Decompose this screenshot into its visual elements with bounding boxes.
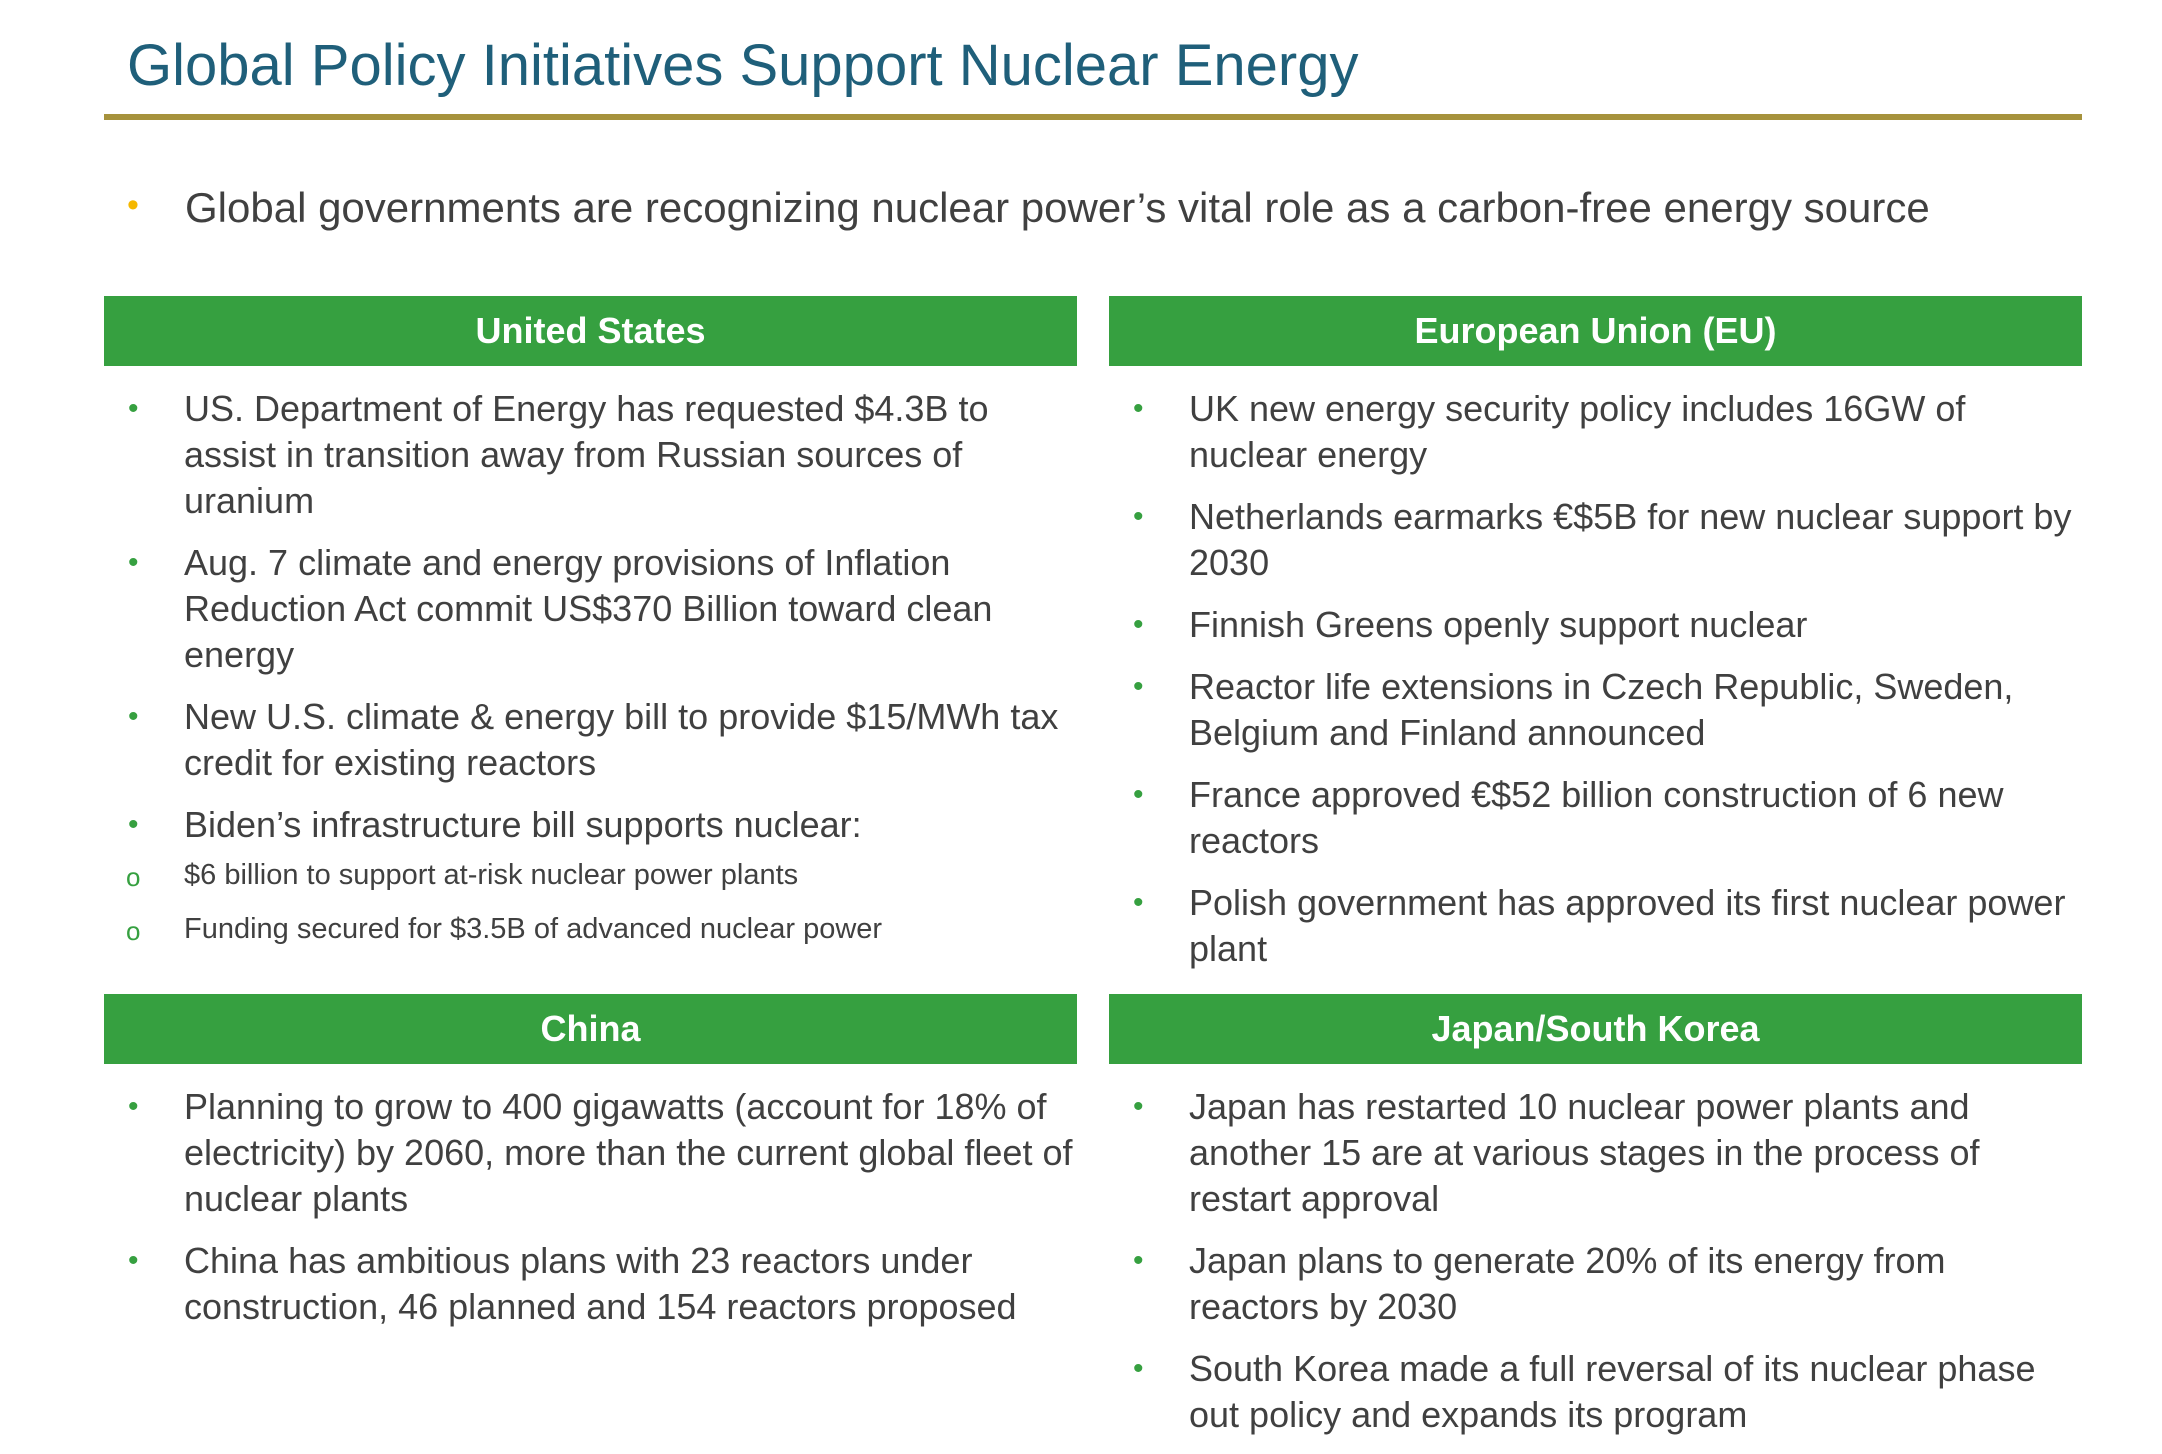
intro-bullet-marker: • bbox=[127, 186, 139, 224]
list-item: • China has ambitious plans with 23 react… bbox=[104, 1238, 1077, 1330]
sub-list-item-text: $6 billion to support at-risk nuclear po… bbox=[184, 859, 799, 891]
list-item-text: New U.S. climate & energy bill to provid… bbox=[184, 696, 1059, 783]
list-item-text: South Korea made a full reversal of its … bbox=[1189, 1348, 2036, 1435]
list-item-text: Netherlands earmarks €$5B for new nuclea… bbox=[1189, 496, 2072, 583]
bullet-marker: • bbox=[1133, 500, 1144, 533]
panel-header-united-states: United States bbox=[104, 296, 1077, 366]
page-title: Global Policy Initiatives Support Nuclea… bbox=[127, 33, 1359, 98]
panel-united-states: United States • US. Department of Energy … bbox=[104, 296, 1077, 964]
list-item: • Japan plans to generate 20% of its ener… bbox=[1109, 1238, 2082, 1330]
list-item: • Biden’s infrastructure bill supports nu… bbox=[104, 802, 1077, 948]
bullet-marker: • bbox=[1133, 670, 1144, 703]
list-item-text: Japan has restarted 10 nuclear power pla… bbox=[1189, 1086, 1980, 1219]
list-item: • Netherlands earmarks €$5B for new nucle… bbox=[1109, 494, 2082, 586]
list-item-text: China has ambitious plans with 23 reacto… bbox=[184, 1240, 1017, 1327]
panel-header-european-union: European Union (EU) bbox=[1109, 296, 2082, 366]
list-item-text: Reactor life extensions in Czech Republi… bbox=[1189, 666, 2014, 753]
panel-european-union: European Union (EU) • UK new energy secur… bbox=[1109, 296, 2082, 988]
list-item: • Planning to grow to 400 gigawatts (acco… bbox=[104, 1084, 1077, 1222]
list-item: • South Korea made a full reversal of its… bbox=[1109, 1346, 2082, 1438]
list-item: • Polish government has approved its firs… bbox=[1109, 880, 2082, 972]
list-item-text: Planning to grow to 400 gigawatts (accou… bbox=[184, 1086, 1073, 1219]
title-divider bbox=[104, 114, 2082, 120]
list-item: • US. Department of Energy has requested … bbox=[104, 386, 1077, 524]
list-item: • New U.S. climate & energy bill to provi… bbox=[104, 694, 1077, 786]
japan-korea-list: • Japan has restarted 10 nuclear power pl… bbox=[1109, 1084, 2082, 1438]
bullet-marker: • bbox=[128, 808, 139, 841]
list-item-text: UK new energy security policy includes 1… bbox=[1189, 388, 1966, 475]
bullet-marker: • bbox=[128, 546, 139, 579]
list-item-text: Finnish Greens openly support nuclear bbox=[1189, 604, 1808, 645]
china-list: • Planning to grow to 400 gigawatts (acco… bbox=[104, 1084, 1077, 1330]
intro-text: Global governments are recognizing nucle… bbox=[185, 184, 1930, 231]
list-item: • Finnish Greens openly support nuclear bbox=[1109, 602, 2082, 648]
us-list: • US. Department of Energy has requested … bbox=[104, 386, 1077, 948]
list-item-text: France approved €$52 billion constructio… bbox=[1189, 774, 2004, 861]
list-item-text: Polish government has approved its first… bbox=[1189, 882, 2066, 969]
bullet-marker: • bbox=[1133, 392, 1144, 425]
list-item-text: Japan plans to generate 20% of its energ… bbox=[1189, 1240, 1946, 1327]
sub-bullet-marker: o bbox=[126, 862, 141, 892]
bullet-marker: • bbox=[1133, 608, 1144, 641]
bullet-marker: • bbox=[128, 392, 139, 425]
bullet-marker: • bbox=[1133, 1244, 1144, 1277]
panel-header-china: China bbox=[104, 994, 1077, 1064]
list-item: • Aug. 7 climate and energy provisions of… bbox=[104, 540, 1077, 678]
bullet-marker: • bbox=[1133, 886, 1144, 919]
sub-bullet-marker: o bbox=[126, 916, 141, 946]
list-item: • Reactor life extensions in Czech Republ… bbox=[1109, 664, 2082, 756]
panel-china: China • Planning to grow to 400 gigawatts… bbox=[104, 994, 1077, 1346]
list-item-text: Biden’s infrastructure bill supports nuc… bbox=[184, 804, 862, 845]
list-item: • UK new energy security policy includes … bbox=[1109, 386, 2082, 478]
list-item-text: Aug. 7 climate and energy provisions of … bbox=[184, 542, 993, 675]
us-sublist: o $6 billion to support at-risk nuclear p… bbox=[126, 856, 1077, 948]
bullet-marker: • bbox=[1133, 1352, 1144, 1385]
bullet-marker: • bbox=[128, 700, 139, 733]
sub-list-item: o Funding secured for $3.5B of advanced n… bbox=[126, 910, 1077, 948]
sub-list-item-text: Funding secured for $3.5B of advanced nu… bbox=[184, 913, 883, 945]
panel-japan-south-korea: Japan/South Korea • Japan has restarted 1… bbox=[1109, 994, 2082, 1454]
sub-list-item: o $6 billion to support at-risk nuclear p… bbox=[126, 856, 1077, 894]
bullet-marker: • bbox=[1133, 778, 1144, 811]
bullet-marker: • bbox=[1133, 1090, 1144, 1123]
list-item: • Japan has restarted 10 nuclear power pl… bbox=[1109, 1084, 2082, 1222]
panel-header-japan-south-korea: Japan/South Korea bbox=[1109, 994, 2082, 1064]
eu-list: • UK new energy security policy includes … bbox=[1109, 386, 2082, 972]
bullet-marker: • bbox=[128, 1090, 139, 1123]
list-item: • France approved €$52 billion constructi… bbox=[1109, 772, 2082, 864]
bullet-marker: • bbox=[128, 1244, 139, 1277]
list-item-text: US. Department of Energy has requested $… bbox=[184, 388, 989, 521]
